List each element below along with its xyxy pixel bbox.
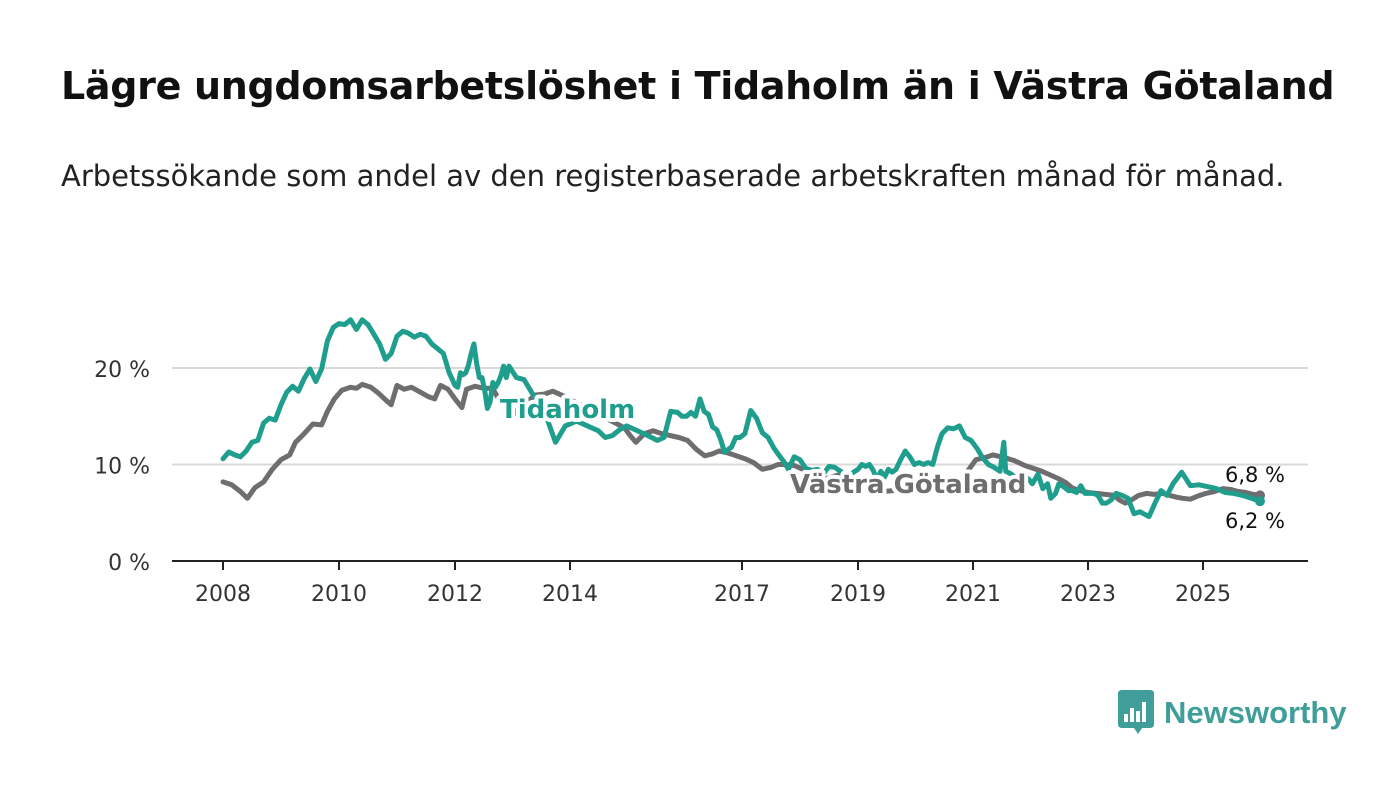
y-tick-label: 0 % bbox=[108, 551, 150, 576]
series-line-tidaholm bbox=[220, 317, 1263, 520]
series-name-halo: Västra Götaland bbox=[790, 470, 1026, 500]
chart-title: Lägre ungdomsarbetslöshet i Tidaholm än … bbox=[61, 64, 1335, 108]
brand-name: Newsworthy bbox=[1164, 695, 1347, 730]
bar-chart-logo-icon bbox=[1118, 690, 1154, 734]
x-tick-label: 2019 bbox=[830, 582, 886, 607]
x-tick-label: 2014 bbox=[542, 582, 598, 607]
x-tick-label: 2017 bbox=[714, 582, 770, 607]
end-point bbox=[1255, 496, 1265, 507]
series-name-halo: Tidaholm bbox=[500, 395, 635, 425]
grid-lines: 0 % 10 % 20 % bbox=[94, 358, 1308, 576]
series-name-label: Västra Götaland bbox=[790, 470, 1026, 500]
x-tick-label: 2008 bbox=[195, 582, 251, 607]
x-tick-label: 2021 bbox=[945, 582, 1001, 607]
end-value-label: 6,8 % bbox=[1225, 463, 1285, 487]
x-axis: 2008 2010 2012 2014 2017 2019 2021 2023 2025 bbox=[172, 560, 1308, 607]
x-tick-label: 2023 bbox=[1060, 582, 1116, 607]
chart-subtitle: Arbetssökande som andel av den registerb… bbox=[61, 159, 1285, 193]
newsworthy-logo: Newsworthy bbox=[1118, 690, 1347, 736]
x-tick-label: 2010 bbox=[311, 582, 367, 607]
series-line-västra-götaland bbox=[220, 381, 1263, 506]
x-tick-label: 2012 bbox=[427, 582, 483, 607]
x-tick-label: 2025 bbox=[1175, 582, 1231, 607]
end-value-label: 6,2 % bbox=[1225, 509, 1285, 533]
y-tick-label: 20 % bbox=[94, 358, 150, 383]
series-lines bbox=[220, 317, 1265, 520]
y-tick-label: 10 % bbox=[94, 455, 150, 480]
series-name-label: Tidaholm bbox=[500, 395, 635, 425]
